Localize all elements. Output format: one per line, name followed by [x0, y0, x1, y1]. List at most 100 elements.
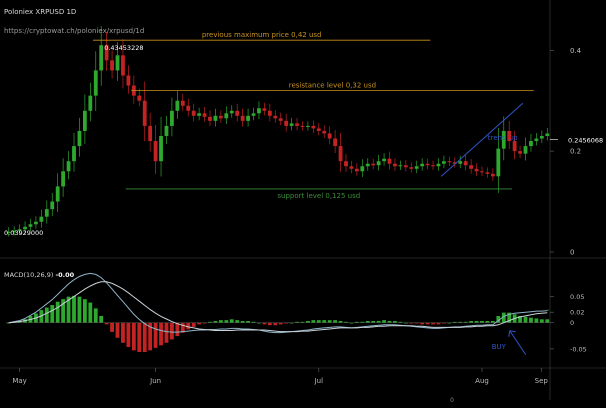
macd-histogram-bar [398, 321, 403, 323]
macd-histogram-bar [436, 322, 441, 325]
candle-body [164, 125, 169, 136]
candle-body [425, 163, 430, 166]
candle-body [539, 136, 544, 139]
high-price-label: 0.43453228 [104, 44, 143, 52]
macd-histogram-bar [72, 295, 76, 323]
macd-histogram-bar [485, 320, 490, 323]
macd-histogram-bar [518, 315, 522, 323]
candle-body [104, 45, 109, 61]
low-price-label: 0.03929000 [4, 229, 43, 237]
macd-histogram-bar [251, 321, 256, 323]
candle-body [360, 166, 365, 172]
macd-histogram-bar [545, 319, 550, 323]
macd-title-text: MACD(10,26,9) [4, 271, 54, 279]
last-price-label: 0.2456068 [568, 136, 603, 144]
month-label-jul: Jul [314, 377, 324, 385]
candle-body [442, 161, 446, 164]
candle-body [142, 100, 147, 126]
candle-body [469, 165, 474, 169]
candle-body [224, 113, 229, 119]
macd-histogram-bar [501, 312, 506, 323]
macd-histogram-bar [354, 321, 359, 323]
macd-histogram-bar [360, 321, 365, 323]
candle-body [393, 163, 397, 167]
macd-histogram-bar [115, 322, 120, 338]
candle-body [267, 110, 272, 116]
buy-label: BUY [492, 343, 507, 351]
candle-body [218, 115, 223, 119]
macd-histogram-bar [371, 320, 376, 323]
macd-histogram-bar [452, 321, 457, 323]
buy-arrow-head [508, 330, 516, 337]
macd-histogram-bar [50, 305, 55, 323]
candle-body [82, 110, 87, 131]
macd-histogram-bar [534, 318, 539, 323]
chart-source-url[interactable]: https://cryptowat.ch/poloniex/xrpusd/1d [4, 27, 145, 35]
candle-body [371, 163, 376, 166]
previous-maximum-label: previous maximum price 0,42 usd [202, 31, 322, 39]
macd-histogram-bar [306, 320, 310, 323]
candle-body [376, 161, 381, 166]
candle-body [327, 133, 332, 139]
candle-body [229, 110, 234, 114]
macd-histogram-bar [393, 320, 397, 323]
candle-body [284, 120, 289, 126]
candle-body [137, 95, 142, 101]
candle-body [485, 172, 490, 174]
candle-body [436, 163, 441, 167]
candle-body [529, 141, 533, 147]
candle-body [480, 171, 484, 173]
candle-body [409, 167, 414, 169]
candle-body [316, 128, 321, 131]
candle-body [39, 216, 44, 222]
macd-histogram-bar [316, 320, 321, 323]
macd-histogram-bar [442, 322, 446, 324]
macd-histogram-bar [338, 320, 343, 323]
macd-histogram-bar [82, 299, 87, 323]
candle-body [12, 230, 17, 232]
macd-histogram-bar [284, 322, 289, 324]
macd-histogram-bar [229, 319, 234, 323]
macd-histogram-bar [496, 315, 501, 323]
candle-body [170, 110, 174, 126]
candle-body [251, 113, 256, 116]
candle-body [28, 224, 33, 227]
candle-body [34, 221, 38, 225]
macd-histogram-bar [202, 322, 207, 324]
macd-histogram-bar [311, 320, 316, 323]
macd-histogram-bar [104, 322, 109, 325]
candle-body [240, 115, 245, 121]
macd-histogram-bar [262, 322, 267, 325]
candle-body [333, 138, 338, 147]
macd-histogram-bar [523, 316, 528, 323]
candle-body [126, 75, 131, 86]
macd-histogram-bar [490, 320, 495, 323]
macd-tick-label: 0.02 [570, 309, 584, 317]
candle-body [66, 161, 71, 172]
candle-body [403, 165, 408, 168]
macd-histogram-bar [463, 321, 468, 323]
macd-histogram-bar [55, 301, 60, 323]
macd-histogram-bar [153, 322, 158, 348]
candle-body [175, 100, 180, 111]
macd-histogram-bar [246, 320, 250, 323]
macd-tick-label: -0.05 [570, 345, 587, 353]
candle-body [512, 141, 517, 152]
trend-up-line [440, 102, 524, 177]
candle-body [121, 55, 125, 76]
macd-histogram-bar [539, 319, 544, 323]
macd-tick-label: 0 [570, 319, 574, 327]
candle-body [110, 60, 114, 71]
macd-histogram-bar [507, 312, 512, 323]
candle-body [501, 130, 506, 149]
candle-body [191, 110, 196, 116]
candle-body [365, 163, 370, 167]
macd-histogram-bar [66, 296, 71, 323]
macd-histogram-bar [447, 322, 452, 324]
price-tick-label: 0.4 [570, 47, 582, 55]
macd-histogram-bar [278, 322, 283, 325]
macd-histogram-bar [126, 322, 131, 348]
macd-histogram-bar [213, 320, 218, 323]
candle-body [77, 130, 82, 147]
